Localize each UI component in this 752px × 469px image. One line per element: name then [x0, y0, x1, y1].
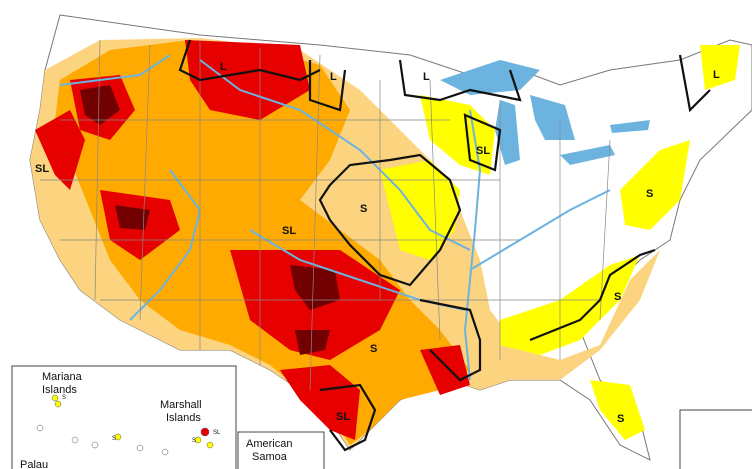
- impact-boundaries: [178, 39, 711, 452]
- inset-s-tag-mariana: S: [62, 395, 66, 401]
- d0-dry-area-greatlakes: [420, 95, 495, 175]
- d3-extreme-montana: [185, 40, 310, 120]
- river-mississippi: [463, 109, 482, 381]
- d3-extreme-louisiana: [420, 345, 470, 395]
- d0-dry-area-southeast: [500, 255, 640, 355]
- d0-dry-area-florida: [590, 380, 645, 440]
- d0-dry-area-northeast: [620, 140, 690, 230]
- inset-label-palau: Palau: [20, 459, 48, 469]
- pacific-inset: Mariana Islands Marshall Islands Palau S…: [11, 365, 237, 469]
- inset-label-american-samoa-line2: Samoa: [252, 451, 288, 463]
- impact-label-mid-atlantic: S: [646, 188, 653, 200]
- inset-label-mariana-line2: Islands: [42, 384, 77, 396]
- d4-exceptional-nevada: [115, 205, 150, 230]
- lake-huron: [530, 95, 575, 140]
- inset-label-american-samoa-line1: American: [246, 438, 292, 450]
- inset-s-tag-fsm: S: [112, 436, 116, 442]
- d4-exceptional-oklahoma: [290, 265, 340, 310]
- impact-label-plains: S: [360, 203, 367, 215]
- inset-label-marshall: Marshall Islands: [160, 399, 205, 424]
- impact-label-california: SL: [35, 163, 49, 175]
- corner-inset-frame: [679, 409, 752, 469]
- impact-label-montana: L: [220, 61, 227, 73]
- impact-label-dakotas: L: [330, 71, 337, 83]
- impact-label-southeast: S: [614, 291, 621, 303]
- d3-extreme-texas: [280, 365, 360, 440]
- river-ohio: [469, 189, 611, 271]
- inset-label-mariana-line1: Mariana: [42, 371, 83, 383]
- d4-exceptional-oregon: [80, 85, 120, 125]
- inset-label-american-samoa: American Samoa: [246, 438, 296, 463]
- lake-erie: [560, 145, 615, 165]
- d2-severe-area: [55, 40, 470, 445]
- impact-label-upper-midwest: L: [423, 71, 430, 83]
- river-columbia: [59, 54, 171, 86]
- river-missouri: [199, 59, 471, 251]
- lake-michigan: [495, 100, 520, 165]
- american-samoa-inset: American Samoa: [237, 431, 325, 469]
- impact-label-four-corners: SL: [282, 225, 296, 237]
- inset-label-mariana: Mariana Islands: [42, 371, 85, 396]
- lake-ontario: [610, 120, 650, 133]
- d4-exceptional-texas: [295, 330, 330, 355]
- inset-label-marshall-line2: Islands: [166, 412, 201, 424]
- inset-label-marshall-line1: Marshall: [160, 399, 202, 411]
- impact-label-great-lakes: SL: [476, 145, 490, 157]
- impact-label-south-central: S: [370, 343, 377, 355]
- impact-label-florida: S: [617, 413, 624, 425]
- d3-extreme-california: [35, 110, 85, 190]
- d0-dry-area-maine: [700, 45, 740, 90]
- impact-label-south-texas: SL: [336, 411, 350, 423]
- state-borders: [40, 39, 611, 391]
- impact-label-maine: L: [713, 69, 720, 81]
- inset-sl-tag: SL: [213, 430, 221, 436]
- inset-s-tag-marshall: S: [192, 438, 196, 444]
